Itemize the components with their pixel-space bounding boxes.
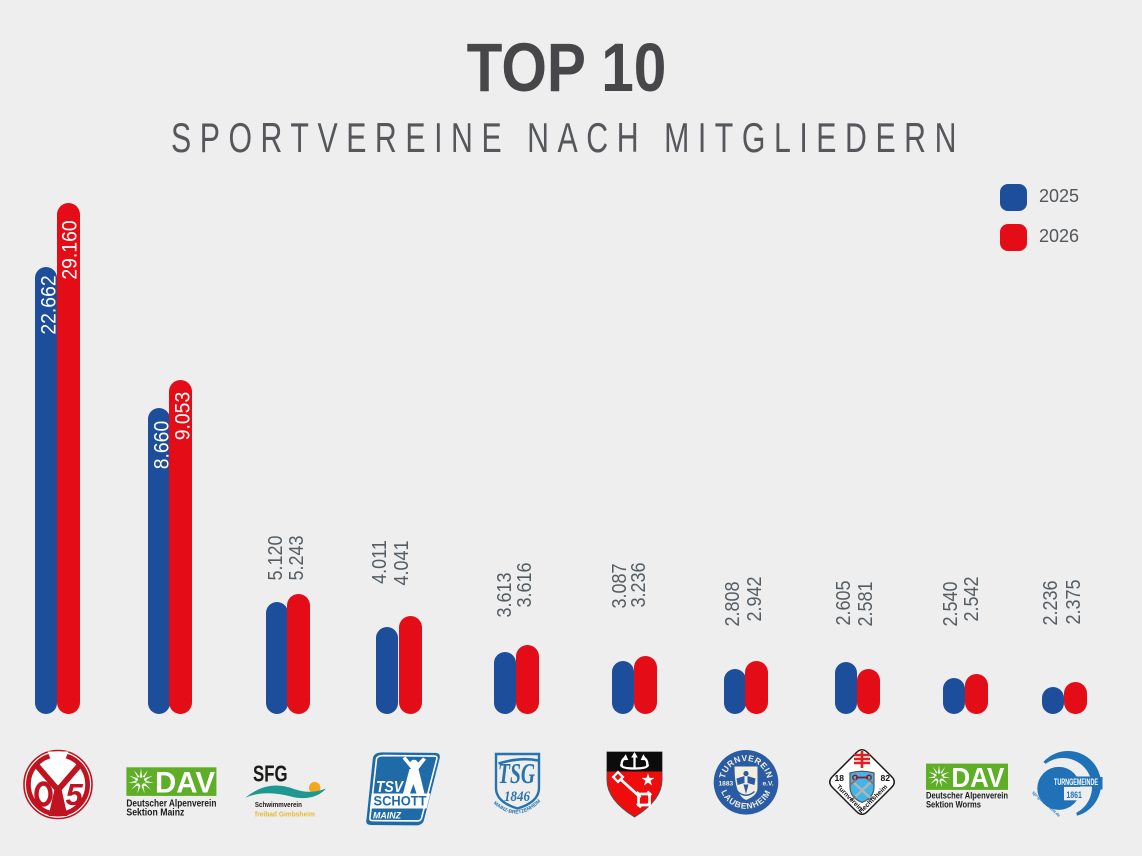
svg-text:Deutscher Alpenverein: Deutscher Alpenverein bbox=[126, 799, 216, 810]
svg-text:freibad Gimbsheim: freibad Gimbsheim bbox=[255, 810, 315, 819]
svg-text:1846: 1846 bbox=[504, 789, 530, 805]
svg-text:5: 5 bbox=[66, 777, 84, 812]
svg-text:MAINZ: MAINZ bbox=[373, 811, 402, 822]
svg-text:SCHOTT: SCHOTT bbox=[374, 793, 427, 809]
svg-text:TURNGEMEINDE: TURNGEMEINDE bbox=[1054, 777, 1098, 787]
svg-text:Sektion Mainz: Sektion Mainz bbox=[126, 808, 184, 818]
svg-text:TSV: TSV bbox=[376, 779, 404, 796]
svg-text:Deutscher Alpenverein: Deutscher Alpenverein bbox=[926, 791, 1008, 802]
svg-text:18: 18 bbox=[835, 773, 845, 783]
svg-text:DAV: DAV bbox=[951, 762, 1005, 793]
svg-text:SFG: SFG bbox=[253, 761, 288, 787]
svg-text:Schwimmverein: Schwimmverein bbox=[255, 800, 302, 809]
svg-text:Sektion Worms: Sektion Worms bbox=[926, 799, 981, 810]
svg-text:TSG: TSG bbox=[498, 759, 535, 790]
svg-text:1883: 1883 bbox=[719, 781, 734, 788]
svg-text:82: 82 bbox=[881, 773, 891, 783]
svg-text:e.V.: e.V. bbox=[763, 781, 774, 788]
svg-text:DAV: DAV bbox=[155, 767, 215, 800]
svg-text:1861: 1861 bbox=[1066, 790, 1082, 801]
